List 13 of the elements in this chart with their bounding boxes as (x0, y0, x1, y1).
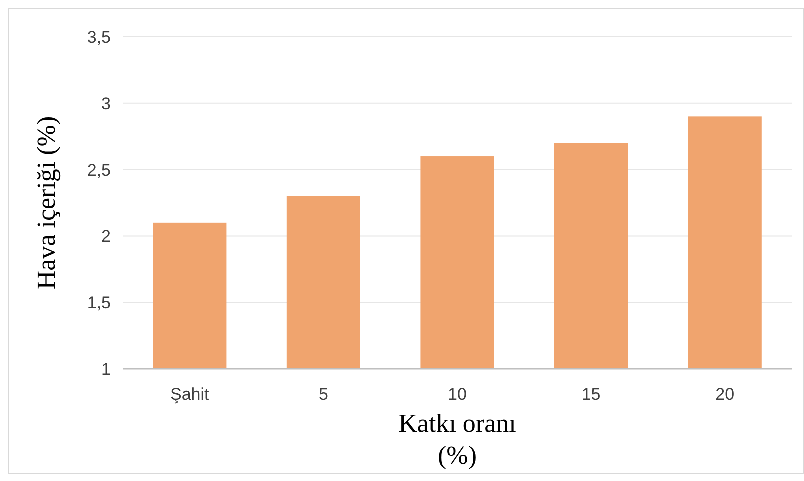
y-tick-label: 2 (102, 227, 111, 246)
y-tick-label: 1,5 (87, 294, 111, 313)
y-tick-label: 3,5 (87, 28, 111, 47)
x-tick-label: Şahit (170, 385, 210, 404)
y-axis-title: Hava içeriği (%) (32, 116, 61, 290)
x-tick-label: 10 (448, 385, 467, 404)
x-tick-label: 5 (318, 385, 328, 404)
y-tick-label: 1 (102, 360, 111, 379)
y-tick-label: 3 (102, 94, 111, 114)
x-axis-title: Katkı oranı (%) (398, 409, 516, 470)
x-tick-label: 15 (582, 385, 601, 404)
y-tick-label: 2,5 (87, 160, 111, 180)
x-tick-label: 20 (716, 385, 735, 404)
